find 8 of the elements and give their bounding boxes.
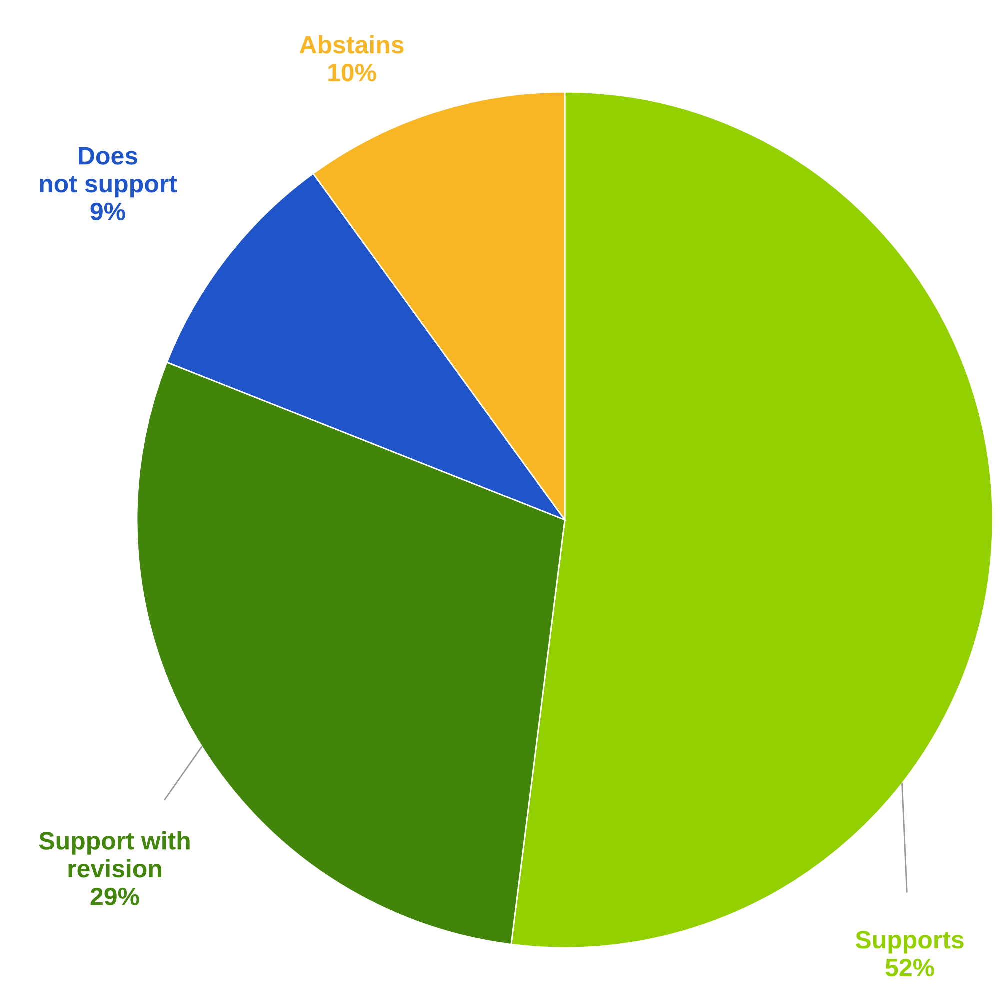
data-label: 52% (886, 958, 934, 977)
data-label: 10% (328, 64, 376, 82)
slice-label: Supports (856, 931, 964, 954)
slice-label: Support with revision (39, 832, 190, 878)
slice-label: Does not support (40, 147, 178, 198)
data-label: 29% (90, 888, 140, 906)
data-label: 9% (90, 202, 126, 221)
slice-label: Abstains (300, 35, 404, 54)
